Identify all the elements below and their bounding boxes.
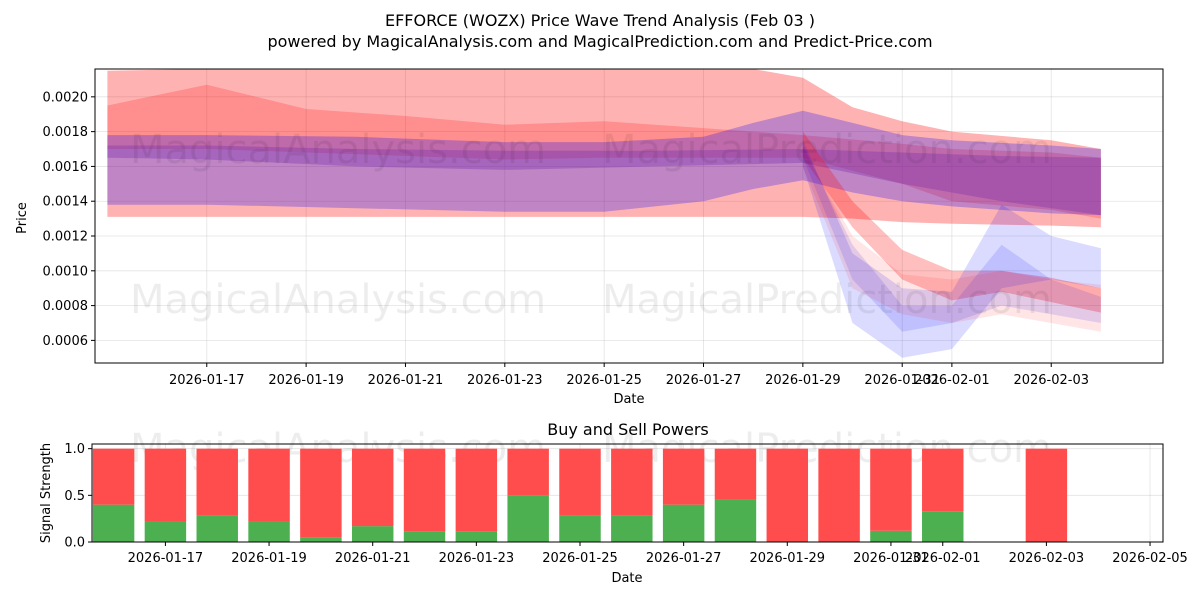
sell-bar [351,448,394,527]
buy-bar [455,531,498,542]
price-x-tick-label: 2026-01-17 [169,373,245,388]
price-chart: MagicalAnalysis.com MagicalPrediction.co… [15,68,1164,407]
sell-bar [300,448,342,538]
buy-bar [351,526,394,542]
sell-bar [196,448,238,516]
price-y-tick-label: 0.0018 [43,125,89,140]
signal-y-tick-label: 0.5 [64,489,85,504]
buy-bar [248,521,290,542]
sell-bar [559,448,601,516]
price-y-tick-label: 0.0012 [43,230,89,245]
price-band-blue-wide [107,110,1101,216]
price-x-tick-label: 2026-01-31 [864,373,940,388]
signal-x-tick-label: 2026-01-19 [231,551,307,566]
price-band-red-forecast [802,131,1101,313]
signal-bars [92,448,1068,542]
price-x-tick-label: 2026-01-25 [566,373,642,388]
price-y-tick-label: 0.0020 [43,90,89,105]
buy-bar [403,531,446,542]
chart-subtitle: powered by MagicalAnalysis.com and Magic… [267,32,932,51]
sell-bar [714,448,757,500]
signal-x-tick-label: 2026-01-23 [439,551,515,566]
price-plot-frame [94,68,1164,364]
sell-bar [92,448,135,505]
buy-bar [196,515,238,542]
signal-x-tick-label: 2026-02-03 [1009,551,1085,566]
signal-x-tick-label: 2026-01-17 [128,551,204,566]
buy-bar [92,504,135,542]
signal-y-tick-label: 0.0 [64,536,85,551]
signal-x-tick-label: 2026-01-31 [853,551,929,566]
sell-bar [818,448,860,542]
price-y-tick-label: 0.0016 [43,160,89,175]
price-x-tick-label: 2026-02-01 [914,373,990,388]
buy-bar [507,495,549,542]
price-band-red-upper [107,84,1101,219]
signal-chart: Buy and Sell Powers MagicalAnalysis.com … [39,420,1188,586]
price-watermarks: MagicalAnalysis.com MagicalPrediction.co… [130,127,1052,323]
buy-bar [611,515,653,542]
price-x-label: Date [613,392,644,407]
signal-y-label: Signal Strength [39,443,54,543]
buy-bar [662,504,705,542]
signal-y-tick-label: 1.0 [64,442,85,457]
sell-bar [922,448,964,512]
price-band-pink-forecast [802,149,1101,332]
sell-bar [455,448,498,532]
watermark: MagicalPrediction.com [602,127,1052,173]
chart-title: EFFORCE (WOZX) Price Wave Trend Analysis… [385,11,815,30]
sell-bar [507,448,549,496]
watermark: MagicalAnalysis.com [130,277,546,323]
price-y-label: Price [15,202,30,234]
signal-x-axis: 2026-01-17 2026-01-19 2026-01-21 2026-01-23… [128,542,1188,566]
signal-x-tick-label: 2026-01-27 [646,551,722,566]
sell-bar [662,448,705,505]
buy-bar [870,530,912,542]
price-band-purple-core [107,145,1101,216]
buy-bar [144,521,187,542]
sell-bar [611,448,653,516]
signal-x-tick-label: 2026-01-25 [542,551,618,566]
sell-bar [766,448,809,542]
price-x-tick-label: 2026-01-23 [467,373,543,388]
buy-bar [300,537,342,542]
sell-bar [248,448,290,522]
price-x-tick-label: 2026-01-19 [268,373,344,388]
signal-chart-title: Buy and Sell Powers [547,420,709,439]
sell-bar [403,448,446,532]
signal-x-tick-label: 2026-02-05 [1112,551,1188,566]
sell-bar [870,448,912,531]
price-band-blue-forecast-2 [802,145,1101,332]
price-x-tick-label: 2026-01-21 [368,373,444,388]
price-y-axis: 0.0006 0.0008 0.0010 0.0012 0.0014 0.0016 0.00… [43,90,95,349]
buy-bar [922,511,964,542]
price-y-tick-label: 0.0014 [43,195,89,210]
sell-bar [1025,448,1068,542]
signal-x-tick-label: 2026-01-21 [335,551,411,566]
signal-x-tick-label: 2026-01-29 [750,551,826,566]
price-x-tick-label: 2026-01-27 [666,373,742,388]
signal-x-label: Date [611,571,642,586]
price-band-blue-forecast [802,140,1101,358]
price-x-axis: 2026-01-17 2026-01-19 2026-01-21 2026-01-23… [169,363,1089,388]
price-y-tick-label: 0.0010 [43,264,89,279]
watermark: MagicalAnalysis.com [130,127,546,173]
sell-bar [144,448,187,522]
signal-y-axis: 0.0 0.5 1.0 [64,442,92,551]
price-y-tick-label: 0.0006 [43,334,89,349]
price-y-tick-label: 0.0008 [43,299,89,314]
price-x-tick-label: 2026-02-03 [1013,373,1089,388]
signal-x-tick-label: 2026-02-01 [905,551,981,566]
signal-plot-frame [91,443,1164,543]
price-grid [95,69,1163,363]
watermark: MagicalPrediction.com [602,277,1052,323]
buy-bar [559,515,601,542]
buy-bar [714,499,757,542]
price-x-tick-label: 2026-01-29 [765,373,841,388]
price-band-red-wide [107,69,1101,228]
price-bands [107,69,1101,358]
